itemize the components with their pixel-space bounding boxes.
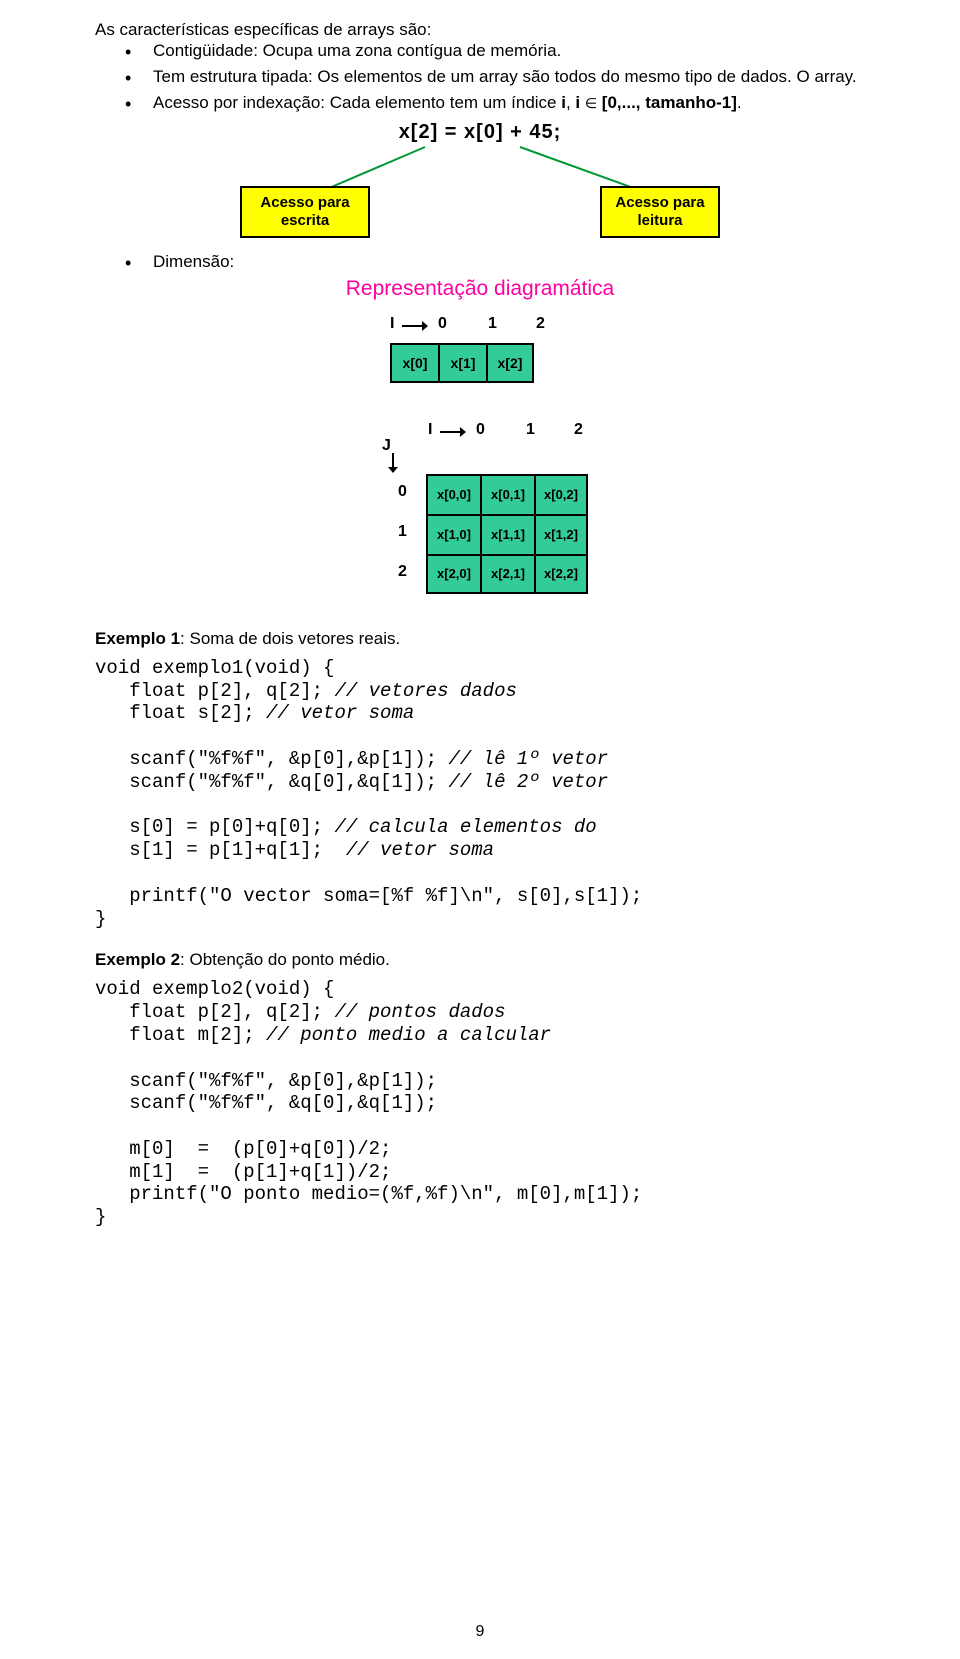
ex2-l8: m[0] = (p[0]+q[0])/2;	[95, 1138, 391, 1160]
ex1-label-b: : Soma de dois vetores reais.	[180, 629, 400, 648]
ex2-l5: scanf("%f%f", &p[0],&p[1]);	[95, 1070, 437, 1092]
cell-10: x[1,0]	[426, 514, 480, 554]
b3-i2: i	[575, 93, 584, 112]
cell-2: x[2]	[486, 343, 534, 383]
hdr-2: 2	[536, 315, 545, 333]
ex1-l3a: float s[2];	[95, 702, 266, 724]
page-number: 9	[0, 1623, 960, 1641]
cell-01: x[0,1]	[480, 474, 534, 514]
ex2-label-a: Exemplo 2	[95, 950, 180, 969]
ex2-l3a: float m[2];	[95, 1024, 266, 1046]
rowh-2: 2	[398, 563, 407, 581]
ex2-l1: void exemplo2(void) {	[95, 978, 334, 1000]
bullet-4: Dimensão:	[125, 251, 865, 274]
cell-20: x[2,0]	[426, 554, 480, 594]
array-2d: x[0,0] x[0,1] x[0,2] x[1,0] x[1,1] x[1,2…	[426, 474, 588, 594]
colh-1: 1	[526, 421, 535, 439]
bullet-3: Acesso por indexação: Cada elemento tem …	[125, 92, 865, 115]
write-access-box: Acesso para escrita	[240, 186, 370, 238]
b3-comma: ,	[566, 93, 575, 112]
ex1-l2a: float p[2], q[2];	[95, 680, 334, 702]
b3-range: [0,..., tamanho-1]	[597, 93, 737, 112]
ex1-l3c: // vetor soma	[266, 702, 414, 724]
rb-l1: Acesso para	[615, 194, 704, 211]
hdr-1: 1	[488, 315, 497, 333]
cell-12: x[1,2]	[534, 514, 588, 554]
ex1-l6c: // lê 2º vetor	[448, 771, 608, 793]
bullet-list-2: Dimensão:	[125, 251, 865, 274]
ex1-label-a: Exemplo 1	[95, 629, 180, 648]
i-label-1d: I	[390, 315, 394, 333]
read-access-box: Acesso para leitura	[600, 186, 720, 238]
cell-11: x[1,1]	[480, 514, 534, 554]
ex2-l3c: // ponto medio a calcular	[266, 1024, 551, 1046]
arrow-right-icon	[402, 319, 428, 333]
wb-l2: escrita	[281, 212, 329, 229]
ex2-l2a: float p[2], q[2];	[95, 1001, 334, 1023]
bullet-1: Contigüidade: Ocupa uma zona contígua de…	[125, 40, 865, 63]
bullet-list: Contigüidade: Ocupa uma zona contígua de…	[125, 40, 865, 115]
cell-02: x[0,2]	[534, 474, 588, 514]
ex1-code: void exemplo1(void) { float p[2], q[2]; …	[95, 657, 865, 931]
hdr-0: 0	[438, 315, 447, 333]
ex1-l8c: // calcula elementos do	[334, 816, 596, 838]
cell-1: x[1]	[438, 343, 486, 383]
rb-l2: leitura	[637, 212, 682, 229]
b3-dot: .	[737, 93, 742, 112]
ex1-l6a: scanf("%f%f", &q[0],&q[1]);	[95, 771, 448, 793]
ex1-l5c: // lê 1º vetor	[448, 748, 608, 770]
ex2-code: void exemplo2(void) { float p[2], q[2]; …	[95, 978, 865, 1229]
colh-0: 0	[476, 421, 485, 439]
arrow-right-2d-icon	[440, 425, 466, 439]
ex1-label: Exemplo 1: Soma de dois vetores reais.	[95, 629, 865, 649]
b3-part-a: Acesso por indexação: Cada elemento tem …	[153, 93, 561, 112]
ex1-l1: void exemplo1(void) {	[95, 657, 334, 679]
cell-0: x[0]	[390, 343, 438, 383]
diag2-title: Representação diagramática	[330, 277, 630, 301]
ex2-l11: }	[95, 1206, 106, 1228]
ex1-l12: }	[95, 908, 106, 930]
ex2-label: Exemplo 2: Obtenção do ponto médio.	[95, 950, 865, 970]
diagram-representation-wrap: Representação diagramática I 0 1 2 x[0] …	[330, 277, 630, 609]
intro-text: As características específicas de arrays…	[95, 20, 865, 40]
ex2-l6: scanf("%f%f", &q[0],&q[1]);	[95, 1092, 437, 1114]
diagram-access: x[2] = x[0] + 45; Acesso para escrita Ac…	[220, 121, 740, 251]
ex2-l2c: // pontos dados	[334, 1001, 505, 1023]
b3-elem: ∈	[585, 95, 597, 111]
array-1d: x[0] x[1] x[2]	[390, 343, 534, 383]
ex1-l11: printf("O vector soma=[%f %f]\n", s[0],s…	[95, 885, 642, 907]
bullet-2: Tem estrutura tipada: Os elementos de um…	[125, 66, 865, 89]
ex1-l2c: // vetores dados	[334, 680, 516, 702]
i-label-2d: I	[428, 421, 432, 439]
ex2-label-b: : Obtenção do ponto médio.	[180, 950, 390, 969]
ex1-l5a: scanf("%f%f", &p[0],&p[1]);	[95, 748, 448, 770]
rowh-1: 1	[398, 523, 407, 541]
ex1-l8a: s[0] = p[0]+q[0];	[95, 816, 334, 838]
cell-00: x[0,0]	[426, 474, 480, 514]
cell-22: x[2,2]	[534, 554, 588, 594]
ex1-l9c: // vetor soma	[346, 839, 494, 861]
wb-l1: Acesso para	[260, 194, 349, 211]
colh-2: 2	[574, 421, 583, 439]
ex1-l9a: s[1] = p[1]+q[1];	[95, 839, 346, 861]
arrow-down-icon	[386, 453, 400, 473]
diagram-representation: I 0 1 2 x[0] x[1] x[2] I 0 1 2 J 0 1 2 x…	[350, 309, 610, 609]
rowh-0: 0	[398, 483, 407, 501]
cell-21: x[2,1]	[480, 554, 534, 594]
ex2-l9: m[1] = (p[1]+q[1])/2;	[95, 1161, 391, 1183]
ex2-l10: printf("O ponto medio=(%f,%f)\n", m[0],m…	[95, 1183, 642, 1205]
